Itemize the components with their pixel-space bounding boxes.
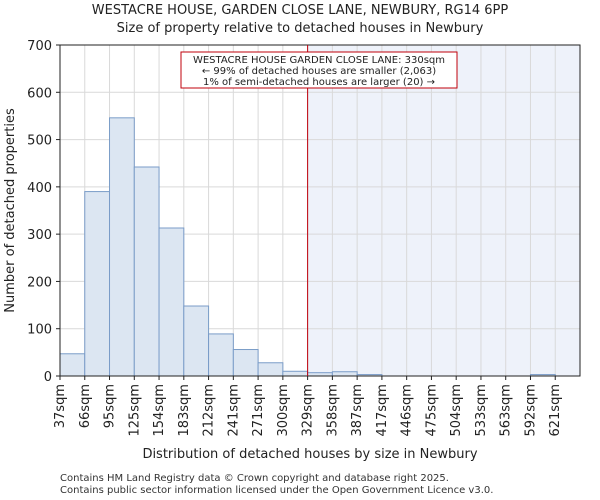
annotation-line-2: ← 99% of detached houses are smaller (2,… [202, 66, 436, 77]
y-tick-label: 400 [27, 181, 52, 196]
y-tick-label: 700 [27, 39, 52, 54]
histogram-bar [84, 191, 111, 377]
histogram-bar [331, 371, 358, 377]
x-tick-label: 125sqm [127, 384, 142, 437]
x-tick-label: 621sqm [548, 384, 563, 437]
histogram-bar [59, 353, 86, 377]
y-tick-label: 500 [27, 134, 52, 149]
annotation-line-3: 1% of semi-detached houses are larger (2… [203, 77, 435, 88]
x-tick-label: 358sqm [325, 384, 340, 437]
x-tick-label: 533sqm [474, 384, 489, 437]
histogram-bar [109, 117, 135, 377]
annotation-line-1: WESTACRE HOUSE GARDEN CLOSE LANE: 330sqm [193, 55, 445, 66]
x-tick-label: 446sqm [400, 384, 415, 437]
annotation-box [180, 51, 458, 89]
y-tick-label: 300 [27, 228, 52, 243]
chart-subtitle: Size of property relative to detached ho… [116, 21, 484, 36]
x-tick-label: 37sqm [53, 384, 68, 428]
x-tick-label: 212sqm [202, 384, 217, 437]
x-tick-label: 563sqm [499, 384, 514, 437]
histogram-bar [257, 362, 284, 377]
plot-frame [59, 44, 581, 377]
y-tick-label: 600 [27, 86, 52, 101]
y-axis-label: Number of detached properties [3, 108, 18, 313]
x-tick-label: 329sqm [301, 384, 316, 437]
x-tick-label: 154sqm [152, 384, 167, 437]
histogram-bar [183, 305, 210, 377]
y-tick-label: 0 [44, 370, 52, 385]
x-tick-label: 475sqm [424, 384, 439, 437]
y-tick-label: 200 [27, 275, 52, 290]
x-tick-label: 271sqm [251, 384, 266, 437]
highlight-region [307, 45, 580, 376]
x-tick-label: 183sqm [177, 384, 192, 437]
y-tick-label: 100 [27, 323, 52, 338]
histogram-bar [158, 227, 185, 377]
histogram-bar [282, 370, 309, 377]
x-tick-label: 300sqm [276, 384, 291, 437]
histogram-bar [208, 333, 234, 377]
x-tick-label: 241sqm [226, 384, 241, 437]
x-tick-label: 66sqm [78, 384, 93, 428]
x-tick-label: 417sqm [375, 384, 390, 437]
histogram-bar [133, 166, 160, 377]
histogram-bar [232, 349, 259, 377]
x-tick-label: 387sqm [350, 384, 365, 437]
footer-line-1: Contains HM Land Registry data © Crown c… [60, 473, 449, 484]
x-tick-label: 504sqm [449, 384, 464, 437]
x-tick-label: 95sqm [103, 384, 118, 428]
x-axis-label: Distribution of detached houses by size … [142, 447, 477, 462]
chart-title: WESTACRE HOUSE, GARDEN CLOSE LANE, NEWBU… [91, 3, 509, 18]
footer-line-2: Contains public sector information licen… [60, 485, 494, 496]
x-tick-label: 592sqm [523, 384, 538, 437]
